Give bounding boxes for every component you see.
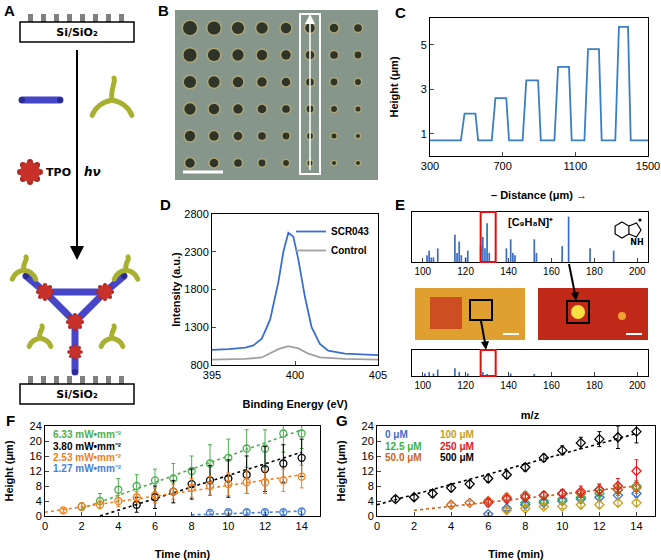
svg-text:C: C [395, 4, 406, 21]
svg-text:Time (min): Time (min) [488, 548, 544, 560]
svg-text:1300: 1300 [184, 321, 208, 333]
svg-text:12: 12 [259, 520, 271, 532]
svg-text:8: 8 [189, 520, 195, 532]
svg-text:12: 12 [362, 465, 374, 477]
svg-text:hν: hν [84, 165, 101, 179]
svg-text:6: 6 [485, 520, 491, 532]
svg-text:0: 0 [368, 510, 374, 522]
svg-text:10: 10 [222, 520, 234, 532]
svg-text:800: 800 [190, 359, 208, 371]
svg-text:8: 8 [368, 480, 374, 492]
svg-text:2300: 2300 [184, 246, 208, 258]
svg-text:F: F [6, 412, 15, 429]
svg-text:6.33 mW•mm⁻²: 6.33 mW•mm⁻² [53, 429, 122, 440]
svg-text:Height (μm): Height (μm) [388, 56, 400, 117]
svg-text:G: G [336, 412, 348, 429]
svg-text:B: B [158, 2, 169, 19]
svg-text:A: A [4, 2, 15, 19]
svg-text:24: 24 [362, 420, 374, 432]
svg-text:400: 400 [286, 369, 304, 381]
svg-text:2800: 2800 [184, 208, 208, 220]
svg-text:12.5 μM: 12.5 μM [385, 441, 422, 452]
svg-text:14: 14 [296, 520, 308, 532]
svg-text:Si/SiO₂: Si/SiO₂ [56, 26, 98, 39]
svg-text:E: E [395, 196, 405, 213]
svg-text:300: 300 [421, 160, 439, 172]
svg-text:0: 0 [42, 520, 48, 532]
svg-text:3.80 mW•mm⁻²: 3.80 mW•mm⁻² [53, 441, 122, 452]
svg-text:– Distance (μm) →: – Distance (μm) → [491, 189, 587, 201]
svg-text:4: 4 [448, 520, 454, 532]
svg-text:0 μM: 0 μM [385, 429, 408, 440]
svg-text:0: 0 [36, 510, 42, 522]
svg-text:20: 20 [362, 435, 374, 447]
svg-text:8: 8 [522, 520, 528, 532]
svg-text:D: D [160, 196, 171, 213]
svg-text:Si/SiO₂: Si/SiO₂ [56, 388, 98, 401]
svg-text:50.0 μM: 50.0 μM [385, 452, 422, 463]
svg-text:160: 160 [543, 266, 560, 277]
svg-text:1: 1 [421, 128, 427, 140]
svg-text:Height (μm): Height (μm) [3, 440, 15, 501]
svg-text:Height (μm): Height (μm) [335, 440, 347, 501]
svg-text:NH: NH [630, 238, 643, 247]
svg-text:200: 200 [629, 380, 646, 391]
svg-text:1500: 1500 [636, 160, 660, 172]
svg-text:16: 16 [362, 450, 374, 462]
svg-text:3: 3 [421, 83, 427, 95]
svg-text:5: 5 [421, 39, 427, 51]
svg-text:395: 395 [203, 369, 221, 381]
svg-text:100 μM: 100 μM [440, 429, 474, 440]
svg-text:180: 180 [586, 380, 603, 391]
svg-text:200: 200 [629, 266, 646, 277]
svg-text:Control: Control [331, 245, 367, 256]
svg-text:m/z: m/z [521, 409, 540, 421]
svg-text:120: 120 [457, 266, 474, 277]
svg-text:160: 160 [543, 380, 560, 391]
svg-text:SCR043: SCR043 [331, 226, 369, 237]
svg-text:2: 2 [411, 520, 417, 532]
svg-text:700: 700 [493, 160, 511, 172]
svg-text:6: 6 [152, 520, 158, 532]
svg-text:1100: 1100 [564, 160, 588, 172]
svg-text:8: 8 [36, 480, 42, 492]
svg-text:12: 12 [593, 520, 605, 532]
svg-text:[C₉H₈N]⁺: [C₉H₈N]⁺ [508, 216, 553, 228]
svg-text:Time (min): Time (min) [155, 548, 211, 560]
svg-text:Binding Energy (eV): Binding Energy (eV) [242, 398, 347, 410]
svg-text:4: 4 [115, 520, 121, 532]
svg-text:100: 100 [414, 266, 431, 277]
svg-text:1.27 mW•mm⁻²: 1.27 mW•mm⁻² [53, 463, 122, 474]
svg-text:250 μM: 250 μM [440, 441, 474, 452]
svg-text:140: 140 [500, 266, 517, 277]
svg-text:24: 24 [30, 420, 42, 432]
svg-text:14: 14 [630, 520, 642, 532]
svg-text:100: 100 [414, 380, 431, 391]
svg-text:2.53 mW•mm⁻²: 2.53 mW•mm⁻² [53, 452, 122, 463]
svg-text:4: 4 [36, 495, 42, 507]
svg-text:405: 405 [369, 369, 387, 381]
svg-text:120: 120 [457, 380, 474, 391]
svg-text:20: 20 [30, 435, 42, 447]
svg-text:1800: 1800 [184, 283, 208, 295]
svg-text:10: 10 [556, 520, 568, 532]
svg-text:180: 180 [586, 266, 603, 277]
svg-text:12: 12 [30, 465, 42, 477]
svg-text:Intensity (a.u.): Intensity (a.u.) [170, 252, 182, 327]
svg-text:16: 16 [30, 450, 42, 462]
svg-text:2: 2 [79, 520, 85, 532]
svg-text:140: 140 [500, 380, 517, 391]
svg-text:4: 4 [368, 495, 374, 507]
svg-text:500 μM: 500 μM [440, 452, 474, 463]
svg-text:TPO: TPO [46, 166, 71, 179]
svg-text:0: 0 [374, 520, 380, 532]
